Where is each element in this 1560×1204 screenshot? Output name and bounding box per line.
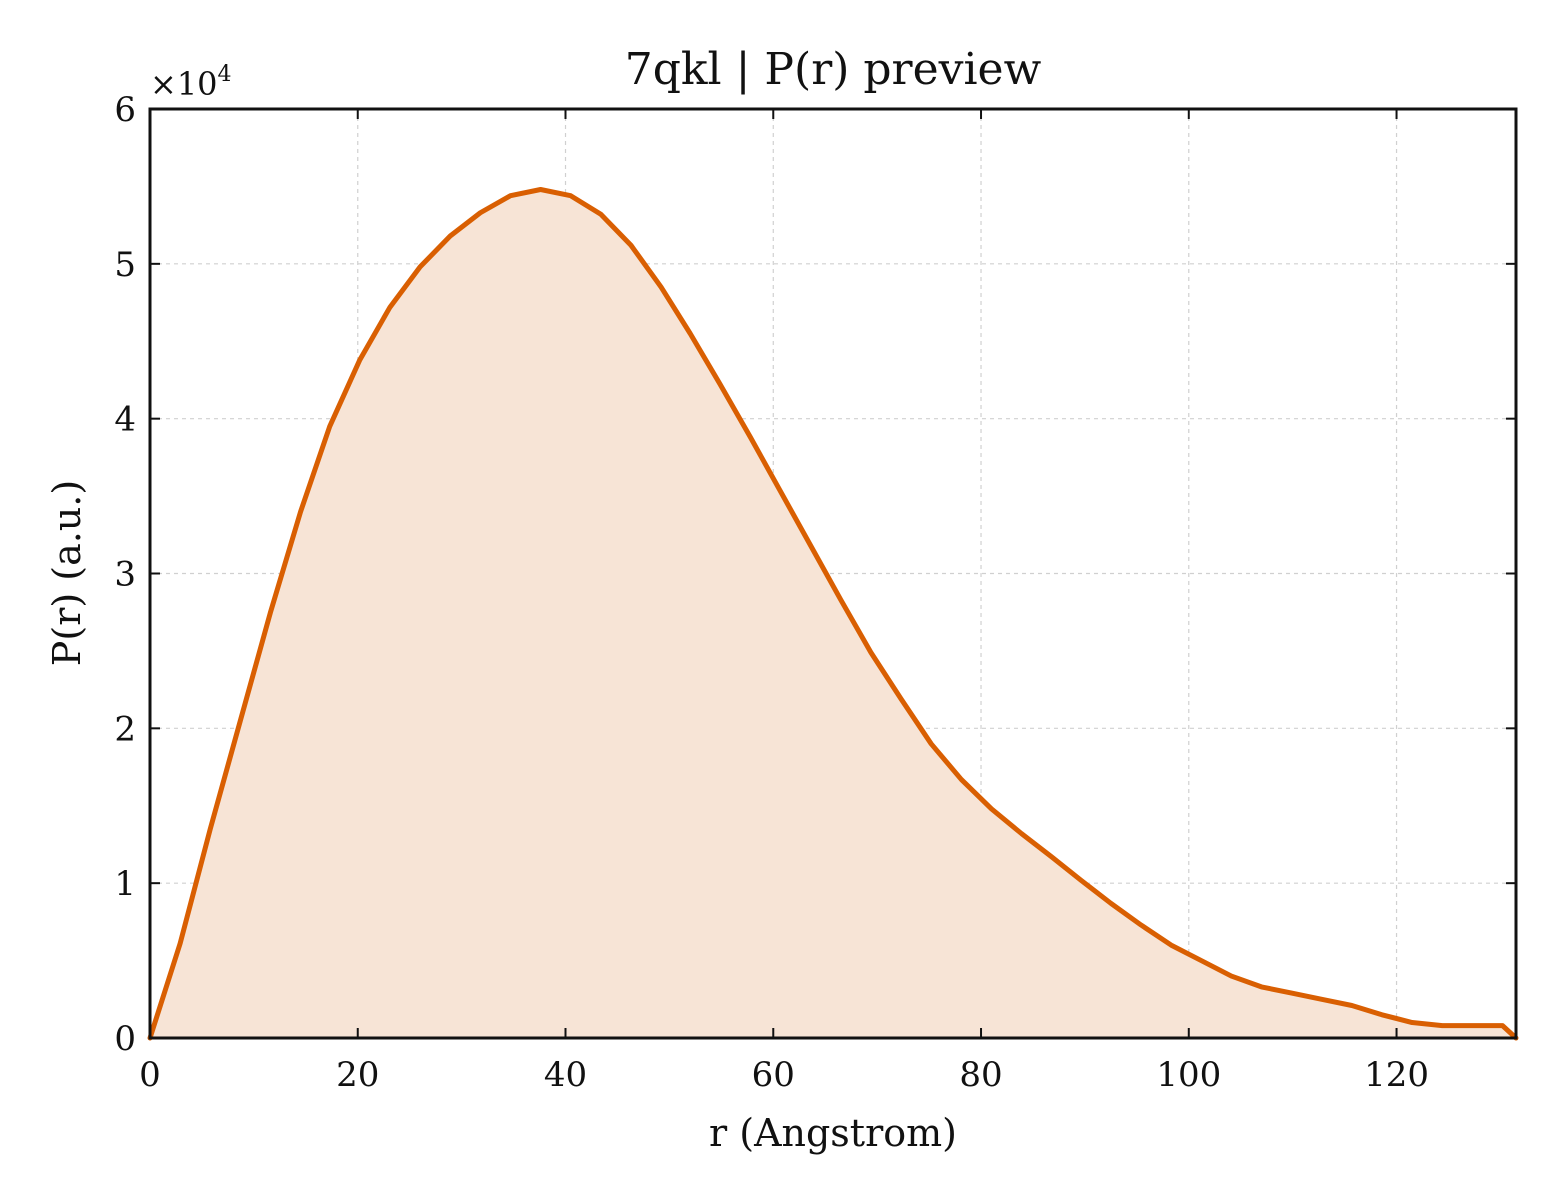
x-tick-label: 20 — [336, 1055, 379, 1095]
chart-title: 7qkl | P(r) preview — [625, 44, 1042, 95]
plot-frame — [148, 107, 1518, 1040]
y-multiplier-label: ×104 — [150, 62, 232, 103]
y-tick-label: 3 — [114, 555, 136, 595]
x-tick-label: 120 — [1364, 1055, 1429, 1095]
x-tick-label: 0 — [139, 1055, 161, 1095]
series-line — [147, 187, 1519, 1041]
y-tick-label: 5 — [114, 245, 136, 285]
y-multiplier-base: ×10 — [150, 65, 218, 103]
y-tick-label: 6 — [114, 90, 136, 130]
series-area-fill — [150, 189, 1516, 1038]
x-axis-title: r (Angstrom) — [709, 1111, 957, 1155]
y-tick-label: 1 — [114, 864, 136, 904]
x-tick-label: 100 — [1156, 1055, 1221, 1095]
x-tick-label: 80 — [959, 1055, 1002, 1095]
y-multiplier-exponent: 4 — [218, 62, 232, 87]
y-tick-label: 0 — [114, 1019, 136, 1059]
x-tick-label: 60 — [752, 1055, 795, 1095]
data-layer — [147, 187, 1519, 1041]
y-tick-label: 4 — [114, 400, 136, 440]
y-axis-title: P(r) (a.u.) — [45, 480, 89, 666]
y-tick-label: 2 — [114, 709, 136, 749]
x-tick-label: 40 — [544, 1055, 587, 1095]
